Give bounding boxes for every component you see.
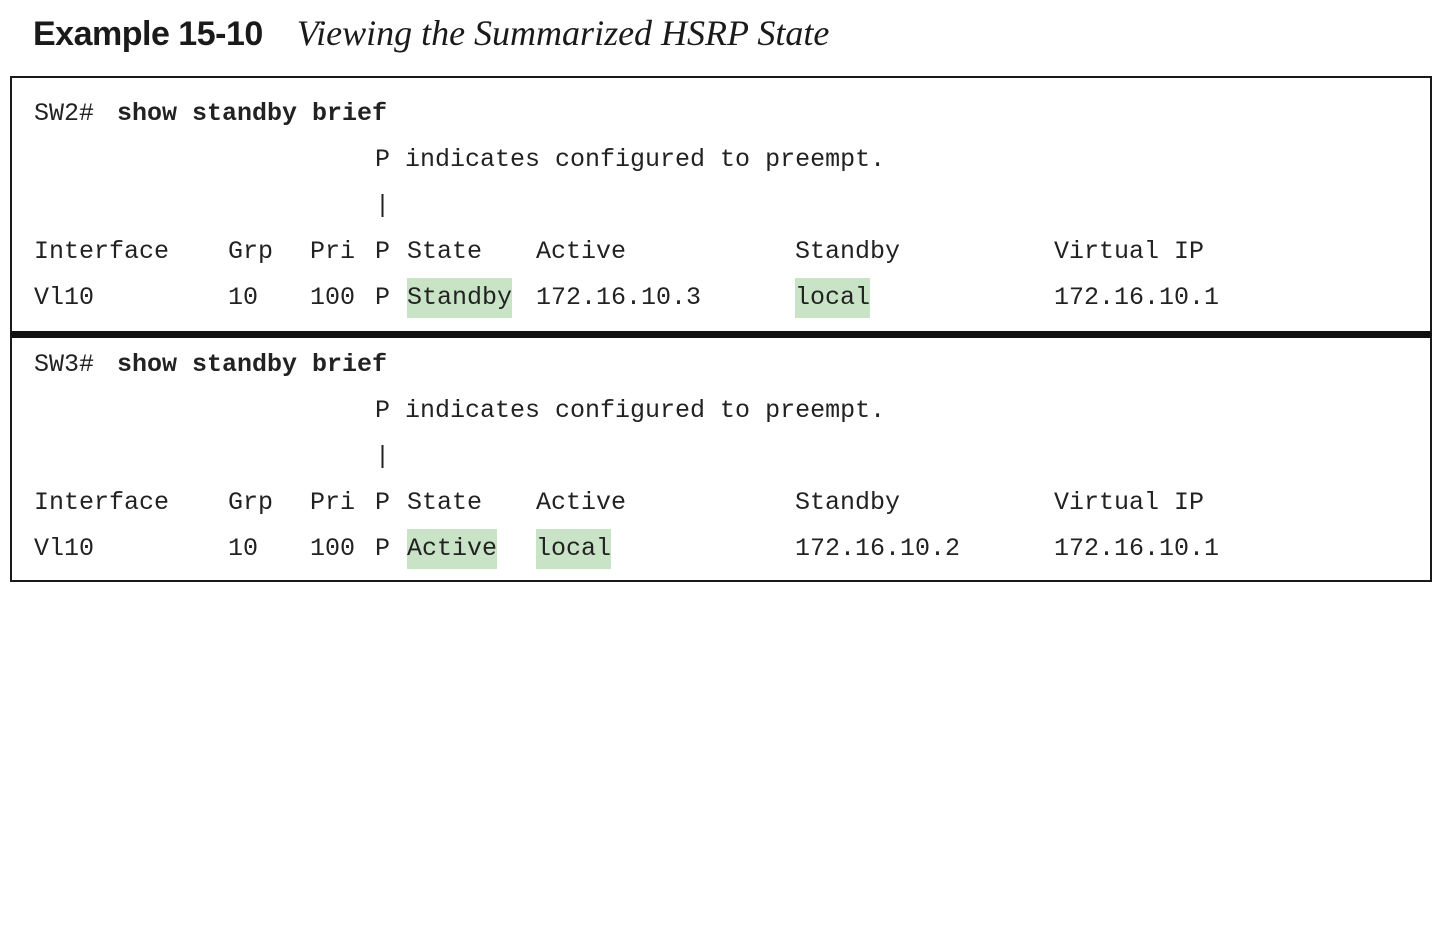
command-line: SW2# show standby brief (12, 94, 387, 134)
cli-command: show standby brief (117, 350, 388, 379)
preempt-note: P indicates configured to preempt. (375, 396, 886, 425)
header-virtual-ip: Virtual IP (1054, 237, 1205, 266)
header-p: P (375, 237, 391, 266)
header-interface: Interface (34, 237, 170, 266)
data-row: Vl10 10 100 P Standby 172.16.10.3 local … (12, 278, 1219, 318)
pipe-line: | (12, 186, 390, 226)
row-standby-highlighted: local (795, 278, 871, 318)
row-pri: 100 (310, 534, 356, 563)
row-active: 172.16.10.3 (536, 283, 702, 312)
header-active: Active (536, 237, 627, 266)
header-grp: Grp (228, 237, 274, 266)
cli-prompt: SW3# (34, 350, 95, 379)
row-state-highlighted: Active (407, 529, 498, 569)
header-standby: Standby (795, 237, 901, 266)
preempt-note-line: P indicates configured to preempt. (12, 391, 885, 431)
header-grp: Grp (228, 488, 274, 517)
header-virtual-ip: Virtual IP (1054, 488, 1205, 517)
header-interface: Interface (34, 488, 170, 517)
row-state-highlighted: Standby (407, 278, 513, 318)
example-caption: Example 15-10 Viewing the Summarized HSRP… (33, 12, 829, 60)
row-virtual-ip: 172.16.10.1 (1054, 534, 1220, 563)
example-number: Example 15-10 (33, 15, 263, 53)
preempt-note: P indicates configured to preempt. (375, 145, 886, 174)
preempt-note-line: P indicates configured to preempt. (12, 140, 885, 180)
pipe-marker: | (375, 442, 391, 471)
command-line: SW3# show standby brief (12, 345, 387, 385)
pipe-marker: | (375, 191, 391, 220)
example-title: Viewing the Summarized HSRP State (296, 13, 830, 53)
row-pri: 100 (310, 283, 356, 312)
row-interface: Vl10 (34, 283, 95, 312)
header-pri: Pri (310, 488, 356, 517)
row-p: P (375, 534, 391, 563)
sw2-output-block: SW2# show standby brief P indicates conf… (10, 76, 1432, 334)
header-active: Active (536, 488, 627, 517)
header-pri: Pri (310, 237, 356, 266)
header-state: State (407, 488, 483, 517)
header-row: Interface Grp Pri P State Active Standby… (12, 232, 1204, 272)
row-virtual-ip: 172.16.10.1 (1054, 283, 1220, 312)
pipe-line: | (12, 437, 390, 477)
header-row: Interface Grp Pri P State Active Standby… (12, 483, 1204, 523)
cli-command: show standby brief (117, 99, 388, 128)
cli-prompt: SW2# (34, 99, 95, 128)
data-row: Vl10 10 100 P Active local 172.16.10.2 1… (12, 529, 1219, 569)
header-p: P (375, 488, 391, 517)
sw3-output-block: SW3# show standby brief P indicates conf… (10, 334, 1432, 582)
row-standby: 172.16.10.2 (795, 534, 961, 563)
row-interface: Vl10 (34, 534, 95, 563)
header-standby: Standby (795, 488, 901, 517)
row-active-highlighted: local (536, 529, 612, 569)
header-state: State (407, 237, 483, 266)
row-grp: 10 (228, 283, 259, 312)
row-p: P (375, 283, 391, 312)
row-grp: 10 (228, 534, 259, 563)
